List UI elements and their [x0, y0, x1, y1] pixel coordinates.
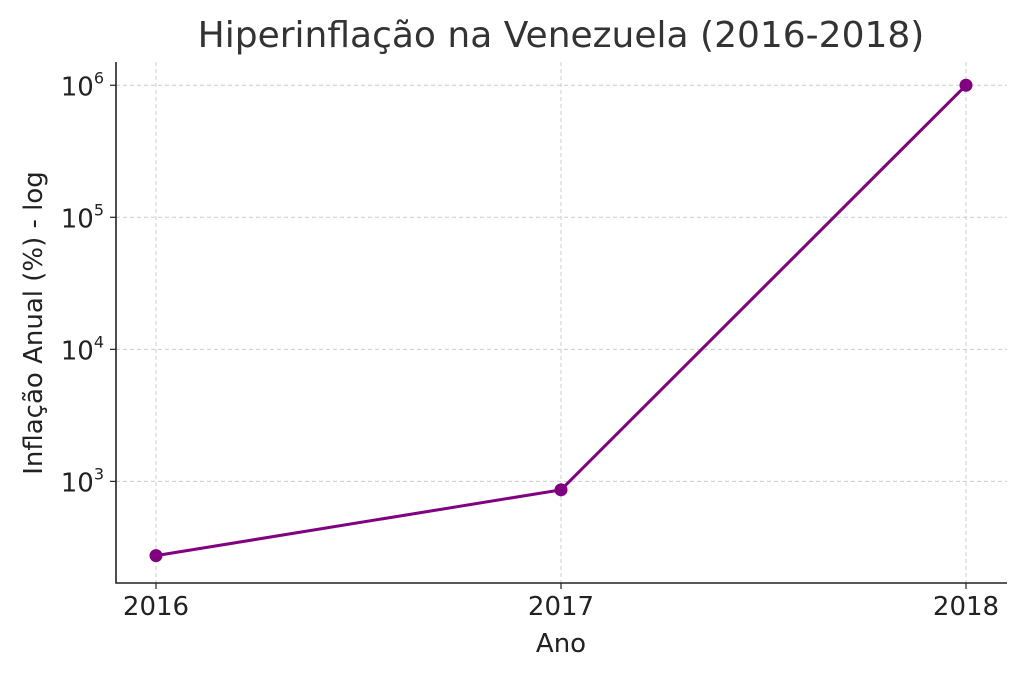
- y-axis-label: Inflação Anual (%) - log: [19, 171, 49, 475]
- grid: [116, 62, 1007, 583]
- chart-title: Hiperinflação na Venezuela (2016-2018): [198, 15, 925, 56]
- data-point: [959, 78, 973, 92]
- x-tick-label: 2018: [933, 592, 999, 622]
- axes: [115, 62, 1007, 584]
- y-tick-label: 103: [61, 464, 104, 498]
- x-tick-label: 2016: [123, 592, 189, 622]
- y-tick-label: 104: [61, 332, 104, 366]
- series: [149, 78, 973, 563]
- x-tick-label: 2017: [528, 592, 594, 622]
- y-tick-label: 105: [61, 200, 104, 234]
- axis-spines: [115, 62, 1007, 584]
- y-tick-label: 106: [61, 68, 104, 102]
- x-axis-label: Ano: [536, 629, 586, 659]
- ticks: 2016 2017 2018 103 104 105 106: [61, 68, 999, 622]
- data-point: [149, 549, 163, 563]
- data-point: [554, 483, 568, 497]
